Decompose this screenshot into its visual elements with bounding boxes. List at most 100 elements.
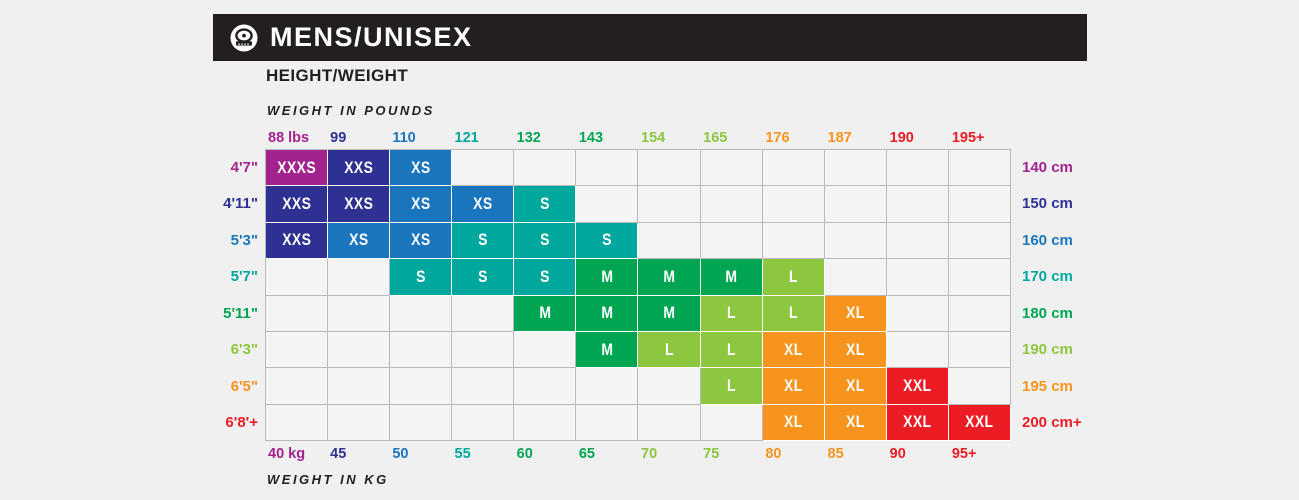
pounds-tick: 154 xyxy=(641,130,666,146)
size-cell: M xyxy=(514,295,577,332)
size-cell: S xyxy=(390,259,453,296)
size-cell-empty xyxy=(948,331,1011,369)
size-cell-label: M xyxy=(663,266,676,286)
size-grid: XXXS XXS XS XXS XXS XS XS S XXS XS XS S S S S S S M M M L M M M… xyxy=(265,149,1011,441)
size-cell-label: XL xyxy=(783,412,803,432)
size-cell-empty xyxy=(700,186,763,223)
height-tick-feet: 6'8'+ xyxy=(225,414,258,432)
size-cell: L xyxy=(638,331,701,369)
size-cell-label: S xyxy=(477,230,488,250)
size-cell-label: L xyxy=(664,339,674,359)
size-cell-empty xyxy=(576,368,639,405)
size-cell-label: M xyxy=(600,303,613,323)
size-cell-label: L xyxy=(726,375,736,395)
height-tick-feet: 6'3" xyxy=(230,341,258,359)
size-cell-empty xyxy=(514,404,577,441)
size-cell-empty xyxy=(390,331,453,369)
size-cell: L xyxy=(762,259,825,296)
size-cell: S xyxy=(452,259,515,296)
size-cell-label: S xyxy=(540,194,550,214)
size-cell-label: L xyxy=(726,303,736,323)
size-cell: S xyxy=(514,259,577,296)
size-cell-empty xyxy=(948,186,1011,223)
kg-tick: 70 xyxy=(641,446,658,462)
size-cell-empty xyxy=(514,368,577,405)
size-cell-label: XL xyxy=(783,375,803,395)
size-cell-empty xyxy=(762,150,825,187)
kg-tick: 80 xyxy=(765,446,782,462)
size-cell-label: XS xyxy=(410,157,431,177)
size-cell-label: XXS xyxy=(344,157,374,177)
size-cell-label: XS xyxy=(348,230,369,250)
size-cell-label: XL xyxy=(845,375,865,395)
size-cell-label: XS xyxy=(410,230,431,250)
size-cell-empty xyxy=(390,368,453,405)
size-cell: XXL xyxy=(886,368,949,405)
tape-measure-icon xyxy=(230,24,258,52)
size-cell-empty xyxy=(948,150,1011,187)
size-cell: XL xyxy=(824,331,887,369)
height-tick-cm: 160 cm xyxy=(1022,231,1073,249)
size-cell-empty xyxy=(886,150,949,187)
size-cell-label: L xyxy=(788,266,798,286)
size-cell: XL xyxy=(824,404,887,441)
size-cell: XS xyxy=(390,186,453,223)
pounds-tick: 195+ xyxy=(951,130,985,146)
size-cell-empty xyxy=(514,331,577,369)
pounds-tick: 187 xyxy=(827,130,852,146)
size-cell: S xyxy=(576,222,639,260)
size-cell-empty xyxy=(328,368,391,405)
size-cell-empty xyxy=(824,150,887,187)
size-cell: XXS xyxy=(266,222,329,260)
size-cell-empty xyxy=(948,259,1011,296)
height-tick-cm: 200 cm+ xyxy=(1022,414,1082,432)
size-cell: M xyxy=(576,259,639,296)
kg-tick: 75 xyxy=(703,446,720,462)
kg-tick: 85 xyxy=(827,446,844,462)
pounds-tick: 165 xyxy=(703,130,728,146)
height-tick-cm: 190 cm xyxy=(1022,341,1073,359)
size-cell-empty xyxy=(390,295,453,332)
size-cell-empty xyxy=(452,368,515,405)
size-cell: XXS xyxy=(266,186,329,223)
size-cell-empty xyxy=(948,368,1011,405)
size-cell: M xyxy=(700,259,763,296)
size-cell: L xyxy=(700,331,763,369)
size-cell-label: XXS xyxy=(344,194,374,214)
height-tick-feet: 5'3" xyxy=(230,231,258,249)
size-cell-empty xyxy=(886,222,949,260)
weight-in-pounds-label: WEIGHT IN POUNDS xyxy=(267,103,435,118)
size-cell-empty xyxy=(638,222,701,260)
size-cell-empty xyxy=(638,404,701,441)
size-cell: XL xyxy=(762,368,825,405)
size-cell-empty xyxy=(266,404,329,441)
weight-in-kg-label: WEIGHT IN KG xyxy=(267,472,389,487)
size-cell-label: M xyxy=(725,266,738,286)
size-cell-empty xyxy=(824,222,887,260)
size-cell-label: L xyxy=(726,339,736,359)
size-cell-empty xyxy=(452,404,515,441)
size-cell-label: XXL xyxy=(903,412,932,432)
height-tick-feet: 6'5" xyxy=(230,377,258,395)
size-cell: S xyxy=(452,222,515,260)
size-cell-empty xyxy=(948,295,1011,332)
size-cell-empty xyxy=(390,404,453,441)
pounds-tick: 121 xyxy=(454,130,479,146)
size-cell: L xyxy=(700,295,763,332)
size-cell-empty xyxy=(638,150,701,187)
size-cell: L xyxy=(762,295,825,332)
pounds-tick: 190 xyxy=(889,130,914,146)
size-cell: XL xyxy=(824,368,887,405)
page-title: MENS/UNISEX xyxy=(270,22,473,52)
height-tick-cm: 140 cm xyxy=(1022,158,1073,176)
size-cell-empty xyxy=(266,295,329,332)
height-tick-cm: 170 cm xyxy=(1022,268,1073,286)
size-cell-label: XXS xyxy=(281,194,312,214)
pounds-tick: 110 xyxy=(392,130,416,146)
size-cell-empty xyxy=(886,186,949,223)
header-bar: MENS/UNISEX xyxy=(213,14,1087,61)
height-tick-feet: 5'11" xyxy=(223,304,258,322)
size-cell: M xyxy=(576,331,639,369)
size-cell-label: XXS xyxy=(281,230,312,250)
size-cell-label: S xyxy=(602,230,612,250)
